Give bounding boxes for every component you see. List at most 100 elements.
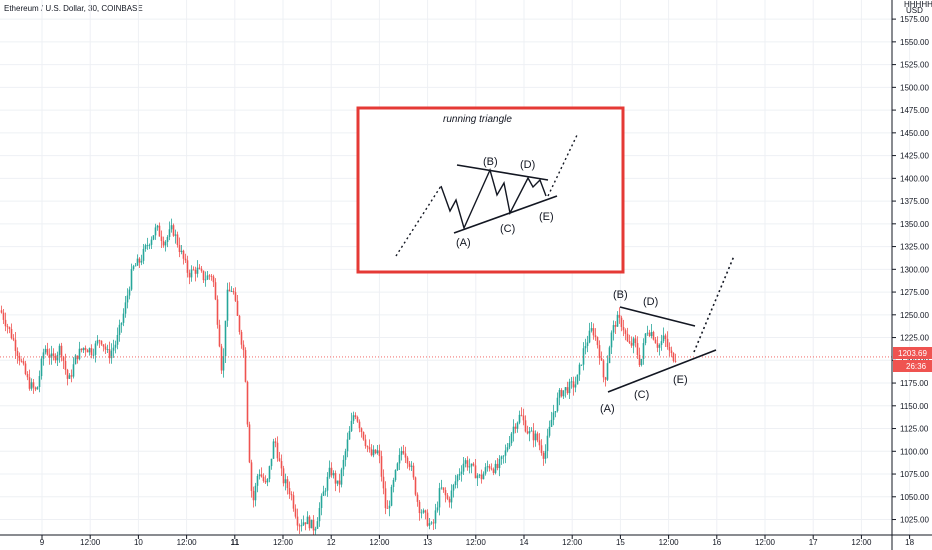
candle-body [180, 250, 183, 252]
candle-body [278, 458, 281, 462]
candle-body [464, 460, 467, 464]
candle-body [564, 387, 567, 391]
candle-body [512, 426, 515, 434]
time-tick-label: 12 [327, 538, 336, 547]
candle-body [384, 488, 387, 509]
candle-body [382, 476, 385, 489]
candle-body [264, 480, 267, 483]
candle-body [592, 328, 595, 336]
candle-body [404, 453, 407, 458]
candle-body [284, 479, 287, 484]
running-triangle-inset[interactable]: running triangle (A) (B) (C) (D) (E) [356, 106, 625, 274]
candle-body [476, 475, 479, 479]
candle-body [254, 485, 257, 501]
candle-body [522, 415, 525, 421]
candle-body [288, 488, 291, 495]
candle-body [28, 377, 31, 389]
candle-body [468, 466, 471, 468]
candle-body [508, 443, 511, 448]
candle-body [184, 258, 187, 261]
inset-label-b: (B) [483, 156, 498, 168]
candle-body [332, 473, 335, 476]
candle-body [312, 519, 315, 531]
candle-body [510, 433, 513, 444]
candle-body [98, 340, 101, 342]
price-tick-label: 1050.00 [900, 493, 929, 502]
candle-body [324, 490, 327, 492]
candle-body [646, 332, 649, 334]
candle-body [606, 363, 609, 380]
candle-body [628, 341, 631, 343]
candle-body [272, 441, 275, 459]
candle-body [52, 353, 55, 356]
candle-body [390, 486, 393, 506]
candle-body [128, 289, 131, 296]
candle-body [416, 494, 419, 502]
price-tag-text: 1203.69 [898, 349, 927, 358]
candle-body [400, 451, 403, 455]
candle-body [298, 525, 301, 527]
candle-body [172, 225, 175, 236]
candle-body [530, 430, 533, 432]
candle-body [228, 289, 231, 292]
candle-body [600, 358, 603, 361]
candle-body [654, 339, 657, 344]
candle-body [612, 325, 615, 333]
time-axis[interactable]: 9 12:00 10 12:00 11 12:00 12 12:00 13 12:00 14 12:0… [40, 535, 915, 547]
candle-body [246, 381, 249, 425]
price-tick-label: 1100.00 [900, 447, 929, 456]
candle-body [410, 465, 413, 467]
candle-body [192, 269, 195, 271]
candle-body [104, 346, 107, 350]
candle-body [164, 242, 167, 246]
candle-body [236, 300, 239, 316]
candle-body [26, 374, 29, 378]
candle-body [488, 466, 491, 469]
candle-body [408, 463, 411, 467]
candle-body [306, 516, 309, 525]
candle-body [78, 348, 81, 360]
candle-body [480, 474, 483, 480]
candle-body [544, 450, 547, 459]
candle-body [68, 375, 71, 379]
candle-body [230, 291, 233, 292]
candle-body [4, 319, 7, 327]
price-tick-label: 1525.00 [900, 61, 929, 70]
candle-body [440, 487, 443, 489]
candle-body [106, 349, 109, 350]
candle-body [318, 508, 321, 522]
candle-body [500, 456, 503, 460]
candle-body [276, 442, 279, 459]
candle-body [110, 350, 113, 359]
time-tick-label: 12:00 [177, 538, 198, 547]
price-tick-label: 1575.00 [900, 15, 929, 24]
candle-body [92, 354, 95, 356]
candle-body [406, 457, 409, 464]
candle-body [86, 350, 89, 353]
candle-body [302, 522, 305, 526]
candle-body [8, 327, 11, 330]
candle-body [250, 462, 253, 491]
candle-body [378, 450, 381, 457]
candle-body [338, 480, 341, 485]
candle-body [502, 455, 505, 457]
wave-annotation[interactable]: (A) (B) (C) (D) (E) [600, 255, 735, 415]
candle-body [144, 245, 147, 249]
candle-body [218, 324, 221, 347]
candle-body [640, 358, 643, 366]
candle-body [176, 234, 179, 246]
candle-body [76, 355, 79, 360]
candle-body [260, 474, 263, 477]
candle-body [352, 415, 355, 421]
price-axis[interactable]: 1575.00 1550.00 1525.00 1500.00 1475.00 1450.… [892, 15, 929, 525]
price-tick-label: 1125.00 [900, 425, 929, 434]
candle-body [202, 270, 205, 281]
candle-body [658, 344, 661, 348]
candle-body [370, 449, 373, 456]
candle-body [234, 292, 237, 301]
candle-body [554, 411, 557, 413]
candle-body [498, 459, 501, 469]
candle-body [240, 331, 243, 345]
candle-body [596, 337, 599, 346]
